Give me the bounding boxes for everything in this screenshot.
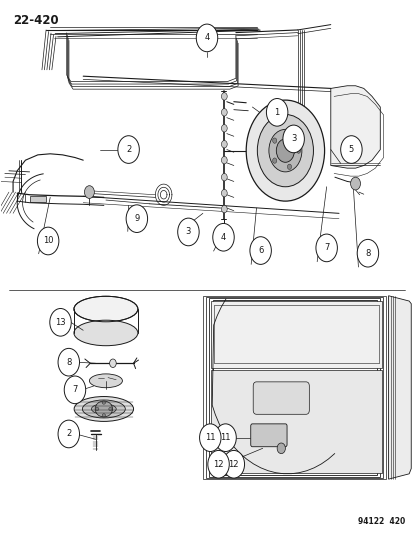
Text: 3: 3	[290, 134, 296, 143]
Circle shape	[282, 125, 304, 153]
Circle shape	[223, 450, 244, 478]
Text: 13: 13	[55, 318, 66, 327]
Circle shape	[221, 189, 227, 197]
Text: 7: 7	[323, 244, 329, 253]
Circle shape	[287, 132, 291, 137]
Ellipse shape	[102, 414, 105, 417]
Circle shape	[58, 349, 79, 376]
Circle shape	[221, 173, 227, 181]
Circle shape	[199, 424, 221, 451]
Circle shape	[275, 139, 294, 163]
Circle shape	[315, 234, 337, 262]
Ellipse shape	[89, 374, 122, 387]
Circle shape	[340, 136, 361, 164]
FancyBboxPatch shape	[29, 196, 46, 201]
Ellipse shape	[74, 397, 133, 422]
Text: 9: 9	[134, 214, 139, 223]
Circle shape	[126, 205, 147, 232]
Text: 4: 4	[221, 233, 225, 242]
Circle shape	[272, 158, 276, 163]
Ellipse shape	[82, 400, 125, 418]
Circle shape	[272, 138, 276, 143]
Text: 22-420: 22-420	[13, 14, 59, 27]
Text: 5: 5	[348, 145, 353, 154]
Ellipse shape	[95, 401, 112, 417]
Circle shape	[37, 227, 59, 255]
Text: 10: 10	[43, 237, 53, 246]
Text: 7: 7	[72, 385, 78, 394]
Text: 11: 11	[220, 433, 230, 442]
Circle shape	[50, 309, 71, 336]
Circle shape	[249, 237, 271, 264]
Circle shape	[221, 109, 227, 116]
Ellipse shape	[91, 404, 116, 414]
Text: 94122  420: 94122 420	[357, 517, 404, 526]
Text: 6: 6	[257, 246, 263, 255]
Circle shape	[246, 100, 324, 201]
Circle shape	[276, 443, 285, 454]
Text: 3: 3	[185, 228, 191, 237]
Ellipse shape	[74, 320, 138, 346]
Circle shape	[268, 130, 301, 172]
Text: 12: 12	[228, 460, 238, 469]
Text: 12: 12	[213, 460, 223, 469]
Circle shape	[118, 136, 139, 164]
Polygon shape	[211, 370, 382, 473]
Text: 4: 4	[204, 34, 209, 43]
FancyBboxPatch shape	[253, 382, 309, 414]
Text: 2: 2	[66, 430, 71, 439]
Polygon shape	[330, 86, 380, 168]
Text: 8: 8	[66, 358, 71, 367]
Circle shape	[221, 93, 227, 100]
Circle shape	[296, 148, 300, 154]
Circle shape	[257, 115, 313, 187]
Polygon shape	[211, 301, 382, 368]
Text: 1: 1	[274, 108, 279, 117]
Circle shape	[266, 99, 287, 126]
Circle shape	[214, 424, 236, 451]
Circle shape	[221, 205, 227, 213]
Text: 11: 11	[204, 433, 215, 442]
Polygon shape	[388, 296, 410, 479]
Ellipse shape	[102, 401, 105, 404]
Ellipse shape	[109, 407, 112, 410]
Circle shape	[221, 141, 227, 148]
Circle shape	[207, 450, 229, 478]
Circle shape	[221, 157, 227, 164]
Circle shape	[212, 223, 234, 251]
FancyBboxPatch shape	[250, 424, 286, 447]
Circle shape	[221, 125, 227, 132]
Ellipse shape	[74, 296, 138, 322]
Circle shape	[196, 24, 217, 52]
Text: 2: 2	[126, 145, 131, 154]
Circle shape	[287, 164, 291, 169]
Circle shape	[64, 376, 85, 403]
Circle shape	[350, 177, 360, 190]
Circle shape	[356, 239, 378, 267]
Ellipse shape	[95, 407, 99, 410]
Circle shape	[177, 218, 199, 246]
Circle shape	[109, 359, 116, 368]
Circle shape	[58, 420, 79, 448]
Text: 8: 8	[364, 249, 370, 258]
Circle shape	[84, 185, 94, 198]
